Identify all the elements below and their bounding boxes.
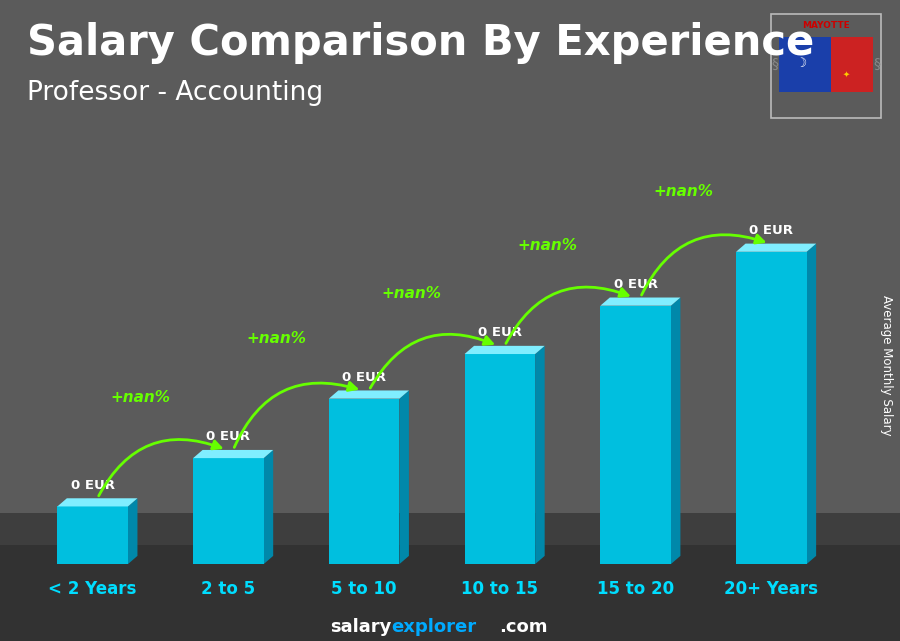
Bar: [464, 354, 536, 564]
Text: salary: salary: [330, 618, 392, 636]
Polygon shape: [464, 346, 544, 354]
Bar: [328, 399, 400, 564]
Text: 0 EUR: 0 EUR: [71, 479, 114, 492]
Polygon shape: [536, 346, 544, 564]
Text: §: §: [771, 56, 778, 71]
Polygon shape: [58, 498, 138, 506]
Text: MAYOTTE: MAYOTTE: [802, 21, 850, 30]
Bar: [58, 506, 128, 564]
Text: +nan%: +nan%: [246, 331, 306, 346]
Text: Average Monthly Salary: Average Monthly Salary: [880, 295, 893, 436]
Bar: [736, 252, 806, 564]
Polygon shape: [806, 244, 816, 564]
Text: Salary Comparison By Experience: Salary Comparison By Experience: [27, 22, 814, 65]
Text: +nan%: +nan%: [653, 184, 713, 199]
Polygon shape: [400, 390, 409, 564]
Polygon shape: [264, 450, 274, 564]
Text: ✦: ✦: [842, 70, 850, 79]
Polygon shape: [600, 297, 680, 306]
Polygon shape: [736, 244, 816, 252]
Polygon shape: [194, 450, 274, 458]
Bar: [194, 458, 264, 564]
Text: .com: .com: [500, 618, 548, 636]
Bar: [832, 37, 873, 92]
Text: Professor - Accounting: Professor - Accounting: [27, 80, 323, 106]
Text: +nan%: +nan%: [518, 238, 578, 253]
Text: ☽: ☽: [796, 57, 806, 70]
Text: +nan%: +nan%: [110, 390, 170, 405]
Text: §: §: [873, 56, 880, 71]
Text: 0 EUR: 0 EUR: [478, 326, 522, 339]
Bar: [778, 37, 873, 92]
Bar: [600, 306, 670, 564]
Text: explorer: explorer: [392, 618, 477, 636]
Text: 0 EUR: 0 EUR: [614, 278, 658, 291]
Text: +nan%: +nan%: [382, 287, 442, 301]
Text: 0 EUR: 0 EUR: [750, 224, 793, 237]
Text: 0 EUR: 0 EUR: [206, 430, 250, 444]
Polygon shape: [128, 498, 138, 564]
Text: 0 EUR: 0 EUR: [342, 370, 386, 384]
Polygon shape: [670, 297, 680, 564]
Polygon shape: [328, 390, 409, 399]
